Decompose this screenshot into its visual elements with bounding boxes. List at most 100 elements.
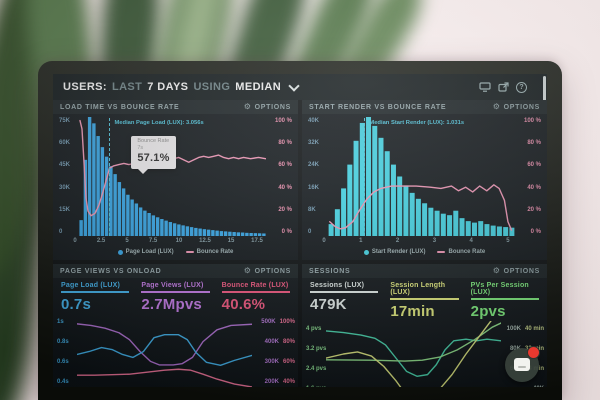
axis-tick-label: 300K	[264, 359, 279, 365]
axis-tick-label: 0.6s	[57, 359, 69, 365]
axis-tick-label: 0	[59, 228, 63, 235]
axis-tick-label: 1.6 pvs	[306, 386, 326, 387]
metric-rule	[141, 291, 210, 293]
users-label: USERS:	[63, 81, 107, 93]
axis-row: 200K 40%	[265, 379, 295, 385]
bounce-rate-line	[328, 117, 515, 236]
axis-tick-label: 1s	[57, 319, 64, 325]
monitor-icon[interactable]	[479, 82, 491, 92]
y-axis-left: 75K 60K 45K 30K 15K 0	[57, 117, 79, 236]
metric-rule	[221, 291, 290, 293]
sessions-plot	[326, 321, 501, 387]
scrollbar-thumb[interactable]	[543, 76, 546, 106]
x-axis: 0 2.5 5 7.5 10 12.5 15 17.5	[73, 237, 270, 246]
chart-legend: Start Render (LUX) Bounce Rate	[306, 246, 543, 258]
legend-item[interactable]: Bounce Rate	[437, 249, 485, 255]
laptop: USERS: LAST 7 DAYS USING MEDIAN	[38, 61, 562, 400]
help-icon[interactable]: ?	[516, 81, 527, 93]
chat-icon	[514, 358, 530, 371]
x-tick-label: 7.5	[148, 238, 158, 244]
options-button[interactable]: ⚙ OPTIONS	[493, 267, 540, 275]
x-tick-label: 5	[506, 238, 510, 244]
x-tick-label: 0	[73, 238, 77, 244]
metric-label: Bounce Rate (LUX)	[221, 282, 289, 289]
metric-rule	[310, 291, 379, 293]
metric-rule	[61, 291, 130, 293]
legend-swatch	[363, 249, 369, 255]
metric-session-length: Session Length (LUX) 17min	[390, 282, 459, 320]
share-icon[interactable]	[498, 82, 509, 92]
axis-tick-label: 4 pvs	[306, 326, 322, 332]
median-marker: Median Start Render (LUX): 1.031s	[364, 118, 464, 236]
chat-widget-button[interactable]	[505, 346, 540, 382]
axis-tick-label: 40 %	[527, 184, 541, 191]
axis-tick-label: 16K	[308, 184, 320, 191]
legend-label: Page Load (LUX)	[125, 249, 174, 255]
axis-tick-label: 40 %	[278, 184, 292, 191]
legend-swatch	[117, 249, 123, 255]
axis-tick-label: 60K	[59, 140, 71, 147]
x-tick-label: 17.5	[251, 238, 263, 244]
startrender-histogram	[328, 117, 515, 236]
options-button[interactable]: ⚙ OPTIONS	[244, 103, 291, 111]
axis-tick-label: 80%	[282, 339, 295, 345]
options-button[interactable]: ⚙ OPTIONS	[493, 103, 540, 111]
legend-item[interactable]: Page Load (LUX)	[117, 249, 174, 255]
panel-title: PAGE VIEWS VS ONLOAD	[60, 267, 162, 275]
notification-badge	[527, 346, 540, 359]
x-tick-label: 5	[125, 238, 129, 244]
chevron-down-icon	[288, 79, 300, 92]
metric-page-load: Page Load (LUX) 0.7s	[61, 282, 130, 313]
metric-value: 17min	[390, 303, 435, 320]
last-label: LAST	[111, 81, 143, 93]
chart-tooltip: Bounce Rate 7s 57.1%	[131, 136, 176, 173]
gear-icon: ⚙	[492, 266, 501, 275]
axis-tick-label: 15K	[59, 206, 71, 213]
options-button[interactable]: ⚙ OPTIONS	[244, 267, 291, 275]
metric-rule	[470, 298, 539, 300]
axis-tick-label: 100K	[506, 326, 521, 332]
metric-sessions: Sessions (LUX) 479K	[310, 282, 379, 320]
y-axis-left: 40K 32K 24K 16K 8K 0	[306, 117, 328, 236]
metrics-row: Page Load (LUX) 0.7s Page Views (LUX) 2.…	[53, 278, 298, 313]
x-axis: 0 1 2 3 4 5	[322, 237, 519, 246]
axis-row: 300K 60%	[265, 359, 295, 365]
metric-value: 2pvs	[470, 303, 506, 320]
legend-item[interactable]: Start Render (LUX)	[363, 249, 425, 255]
tooltip-label: Bounce Rate	[137, 138, 170, 145]
axis-row: 500K 100%	[261, 319, 295, 325]
x-tick-label: 12.5	[199, 238, 211, 244]
legend-item[interactable]: Bounce Rate	[185, 249, 233, 255]
axis-tick-label: 40K	[533, 386, 544, 387]
dashboard-screen: USERS: LAST 7 DAYS USING MEDIAN	[53, 74, 547, 387]
axis-tick-label: 2.4 pvs	[306, 366, 327, 372]
legend-label: Bounce Rate	[448, 249, 486, 255]
using-label: USING	[193, 81, 231, 93]
gear-icon: ⚙	[243, 102, 252, 111]
bounce-rate-line	[79, 117, 266, 236]
axis-tick-label: 0.4s	[57, 379, 69, 385]
axis-tick-label: 80 %	[527, 140, 541, 147]
start-render-plot: Median Start Render (LUX): 1.031s	[328, 117, 515, 236]
tooltip-x: 7s	[137, 144, 144, 151]
axis-tick-label: 20 %	[527, 206, 541, 213]
aggregation-label: MEDIAN	[235, 81, 282, 93]
load-time-plot: Median Page Load (LUX): 3.056s Bounce Ra…	[79, 117, 266, 236]
axis-tick-label: 60 %	[278, 162, 292, 169]
axis-tick-label: 60%	[282, 359, 295, 365]
axis-row: 400K 80%	[265, 339, 295, 345]
axis-tick-label: 32K	[308, 140, 320, 147]
panel-grid: LOAD TIME VS BOUNCE RATE ⚙ OPTIONS 75K 60…	[53, 100, 547, 387]
scope-selector[interactable]: USERS: LAST 7 DAYS USING MEDIAN	[63, 79, 300, 93]
metric-label: PVs Per Session (LUX)	[470, 282, 529, 296]
axis-tick-label: 0	[308, 228, 312, 235]
panel-page-views: PAGE VIEWS VS ONLOAD ⚙ OPTIONS Page Load…	[53, 264, 298, 387]
dashboard-topbar: USERS: LAST 7 DAYS USING MEDIAN	[53, 74, 547, 106]
axis-tick-label: 75K	[59, 118, 71, 124]
metric-label: Page Load (LUX)	[61, 282, 121, 289]
gear-icon: ⚙	[243, 266, 252, 275]
tooltip-value: 57.1%	[137, 151, 170, 164]
axis-row: 100K 40 min	[507, 326, 544, 332]
axis-tick-label: 20 %	[278, 206, 292, 213]
